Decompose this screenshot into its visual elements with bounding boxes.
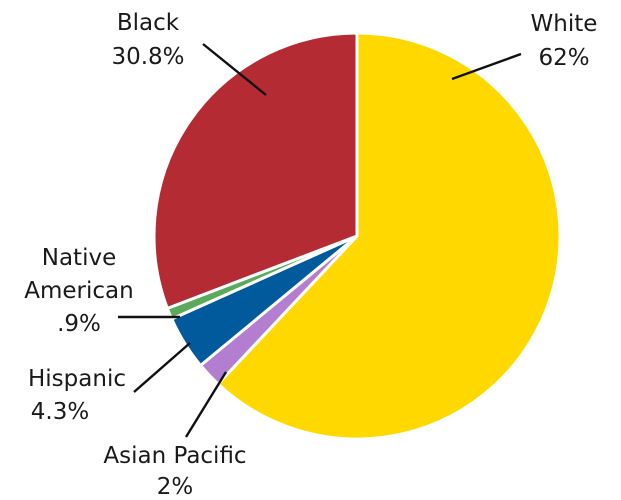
pie-slices — [152, 31, 562, 441]
leader-line-asian-pacific — [184, 371, 228, 438]
label-native-american-line2: American — [24, 278, 133, 304]
label-hispanic-name: Hispanic — [28, 366, 126, 392]
label-native-american-value: .9% — [57, 311, 101, 337]
label-hispanic-value: 4.3% — [31, 399, 89, 425]
label-black-name: Black — [117, 10, 180, 36]
label-white-name: White — [531, 11, 598, 37]
pie-slice-white — [216, 31, 562, 441]
pie-slice-black — [152, 31, 359, 310]
label-asian-pacific-value: 2% — [157, 474, 194, 500]
label-white-value: 62% — [538, 45, 589, 71]
leader-line-black — [202, 43, 267, 96]
leader-line-hispanic — [133, 342, 191, 393]
label-asian-pacific-name: Asian Pacific — [103, 443, 246, 469]
label-black-value: 30.8% — [111, 44, 184, 70]
label-native-american-line1: Native — [42, 245, 116, 271]
leader-line-white — [451, 52, 522, 81]
